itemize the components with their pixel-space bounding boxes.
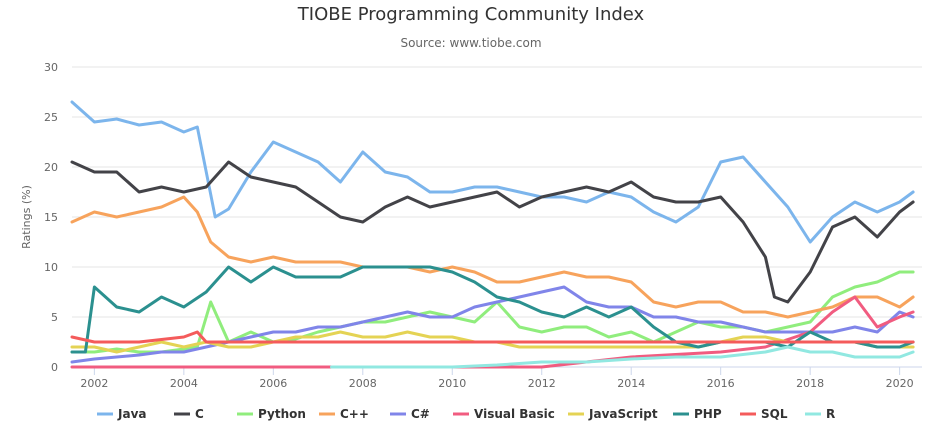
legend-item-r[interactable]: R — [805, 407, 835, 421]
gridlines — [72, 66, 922, 318]
series-line-c — [70, 160, 915, 304]
x-tick-label: 2004 — [170, 377, 198, 390]
x-tick-label: 2016 — [707, 377, 735, 390]
series-line-c — [70, 285, 915, 364]
y-tick-label: 5 — [51, 311, 58, 324]
y-axis-ticks: 0 5 10 15 20 25 30 — [44, 61, 58, 374]
y-tick-label: 0 — [51, 361, 58, 374]
legend-label: SQL — [761, 407, 788, 421]
y-tick-label: 20 — [44, 161, 58, 174]
x-tick-label: 2002 — [80, 377, 108, 390]
series-line-c — [70, 195, 915, 319]
legend-label: Java — [117, 407, 146, 421]
x-tick-label: 2010 — [438, 377, 466, 390]
x-tick-label: 2008 — [349, 377, 377, 390]
legend-label: C# — [411, 407, 430, 421]
legend-item-visual-basic[interactable]: Visual Basic — [453, 407, 555, 421]
x-tick-label: 2020 — [886, 377, 914, 390]
legend-label: JavaScript — [588, 407, 658, 421]
series-line-php — [70, 265, 915, 354]
legend-label: Python — [258, 407, 306, 421]
legend-label: R — [826, 407, 835, 421]
y-tick-label: 30 — [44, 61, 58, 74]
chart-subtitle: Source: www.tiobe.com — [400, 36, 542, 50]
x-tick-label: 2006 — [259, 377, 287, 390]
legend-item-sql[interactable]: SQL — [740, 407, 788, 421]
x-tick-label: 2018 — [796, 377, 824, 390]
series-line-sql — [70, 330, 915, 344]
legend-item-php[interactable]: PHP — [673, 407, 722, 421]
legend-label: C — [195, 407, 204, 421]
legend-item-python[interactable]: Python — [237, 407, 306, 421]
x-axis-ticks: 2002 2004 2006 2008 2010 2012 2014 2016 2018 2020 — [80, 367, 914, 390]
y-tick-label: 25 — [44, 111, 58, 124]
y-axis-title: Ratings (%) — [20, 185, 33, 249]
legend-item-c[interactable]: C# — [390, 407, 430, 421]
y-tick-label: 10 — [44, 261, 58, 274]
chart-title: TIOBE Programming Community Index — [297, 4, 645, 25]
y-tick-label: 15 — [44, 211, 58, 224]
legend-item-c[interactable]: C — [174, 407, 204, 421]
series-lines — [70, 100, 915, 369]
series-line-python — [70, 270, 915, 354]
legend-item-javascript[interactable]: JavaScript — [568, 407, 658, 421]
series-line-r — [330, 345, 915, 369]
legend: Java C Python C++ C# Visual Basic JavaScript PH… — [97, 407, 835, 421]
series-line-visual-basic — [70, 295, 915, 369]
x-tick-label: 2012 — [528, 377, 556, 390]
legend-label: C++ — [340, 407, 369, 421]
legend-item-c[interactable]: C++ — [319, 407, 369, 421]
x-tick-label: 2014 — [617, 377, 645, 390]
legend-label: PHP — [694, 407, 722, 421]
legend-label: Visual Basic — [474, 407, 555, 421]
legend-item-java[interactable]: Java — [97, 407, 146, 421]
series-line-java — [70, 100, 915, 244]
